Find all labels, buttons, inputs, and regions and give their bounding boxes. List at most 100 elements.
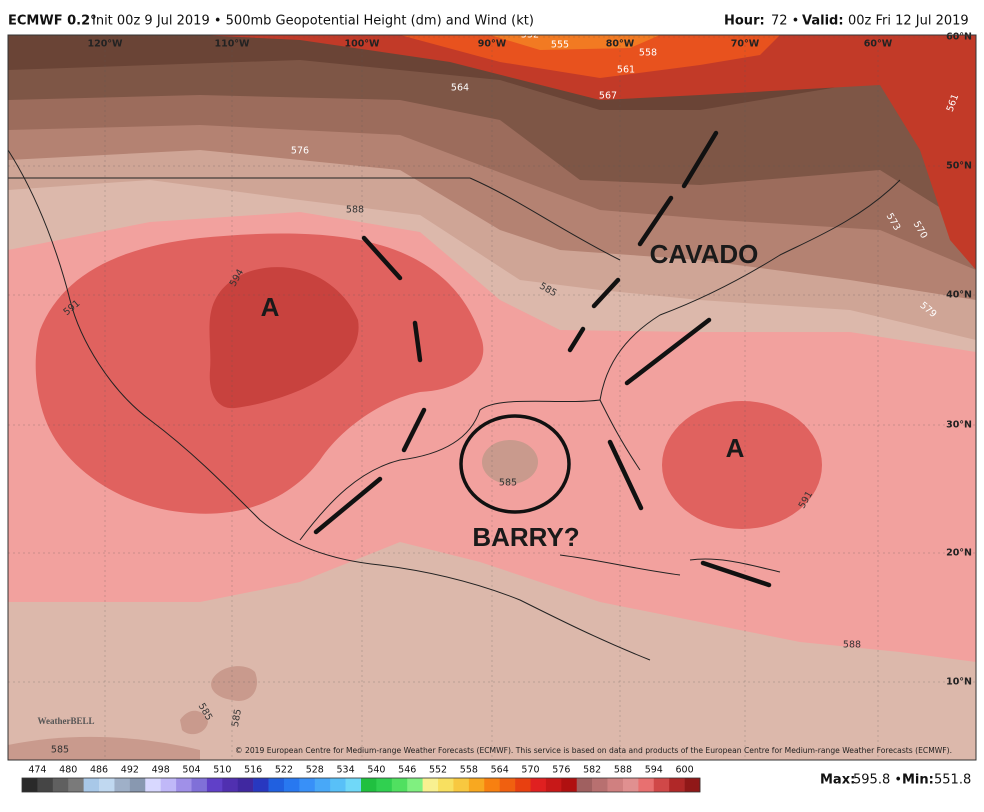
colorbar-swatch [499, 778, 516, 792]
band-558 [400, 35, 780, 78]
contour-label: 564 [451, 83, 469, 94]
colorbar-swatch [222, 778, 239, 792]
latitude-label: 30°N [946, 420, 972, 431]
colorbar-label: 498 [152, 765, 170, 776]
colorbar-label: 558 [460, 765, 478, 776]
hour: 72 • [771, 14, 799, 29]
latitude-label: 10°N [946, 677, 972, 688]
colorbar-label: 582 [583, 765, 601, 776]
copyright: © 2019 European Centre for Medium-range … [235, 746, 952, 755]
contour-label: 576 [291, 146, 309, 157]
map: 120°W 110°W 100°W 90°W 80°W 70°W 60°W 60°N 50°N 4… [7, 30, 977, 761]
colorbar-label: 528 [306, 765, 324, 776]
colorbar-swatch [484, 778, 500, 792]
colorbar-label: 576 [552, 765, 570, 776]
hour-label: Hour: [724, 14, 765, 29]
colorbar-swatch [314, 778, 331, 792]
colorbar-swatch [391, 778, 408, 792]
contour-label: 585 [230, 708, 244, 728]
latitude-label: 60°N [946, 32, 972, 43]
contour-label: 588 [346, 205, 364, 216]
description: Init 00z 9 Jul 2019 • 500mb Geopotential… [92, 14, 534, 29]
colorbar-swatch [253, 778, 269, 792]
colorbar-swatch [176, 778, 192, 792]
colorbar-swatch [592, 778, 608, 792]
colorbar-swatch [515, 778, 531, 792]
latitude-label: 50°N [946, 161, 972, 172]
colorbar-label: 588 [614, 765, 632, 776]
min-value: 551.8 [934, 773, 971, 788]
colorbar-label: 594 [645, 765, 663, 776]
gulf-coast [299, 399, 641, 541]
high-label: A [726, 433, 745, 463]
colorbar-swatch [376, 778, 393, 792]
colorbar-swatch [52, 778, 69, 792]
colorbar-swatch [545, 778, 562, 792]
colorbar-label: 522 [275, 765, 293, 776]
pacific-blob [211, 666, 258, 701]
colorbar-swatch [68, 778, 84, 792]
band-552 [490, 35, 660, 50]
trough-axis [624, 317, 712, 386]
trough-axis [681, 130, 719, 189]
max-label: Max: [820, 773, 855, 788]
colorbar-label: 492 [121, 765, 139, 776]
colorbar-swatch [453, 778, 470, 792]
colorbar-swatch [83, 778, 100, 792]
logo: WeatherBELL [37, 716, 94, 726]
ridge-axis [361, 235, 403, 281]
annotation-lines [313, 130, 772, 588]
colorbar-swatch [160, 778, 177, 792]
valid-label: Valid: [802, 14, 844, 29]
coastlines [8, 149, 901, 661]
colorbar-swatch [268, 778, 285, 792]
colorbar-swatch [99, 778, 115, 792]
high-east-591 [662, 401, 822, 529]
contour-label: 558 [639, 48, 657, 59]
ridge-axis [412, 320, 423, 363]
min-label: Min: [902, 773, 934, 788]
colorbar-swatch [361, 778, 377, 792]
colorbar: 474 480 486 492 498 504 510 516 522 528 534 540 546 5… [21, 765, 701, 793]
border [8, 177, 621, 261]
colorbar-swatch [22, 778, 38, 792]
ridge-axis [401, 407, 427, 453]
colorbar-swatch [468, 778, 485, 792]
colorbar-swatch [299, 778, 316, 792]
colorbar-swatch [607, 778, 624, 792]
contour-label: 567 [599, 91, 617, 102]
band-564 [200, 35, 976, 270]
longitude-label: 80°W [606, 39, 635, 50]
colorbar-swatch [530, 778, 547, 792]
colorbar-swatch [638, 778, 655, 792]
colorbar-label: 546 [398, 765, 416, 776]
longitude-label: 110°W [214, 39, 250, 50]
colorbar-swatch [206, 778, 223, 792]
colorbar-swatch [684, 778, 701, 792]
max-value: 595.8 • [853, 773, 902, 788]
longitude-label: 90°W [478, 39, 507, 50]
contour-label: 588 [843, 640, 861, 651]
colorbar-swatch [114, 778, 131, 792]
pacific-blob [180, 710, 208, 735]
colorbar-label: 552 [429, 765, 447, 776]
colorbar-swatch [622, 778, 639, 792]
colorbar-frame [21, 777, 701, 793]
colorbar-label: 570 [521, 765, 539, 776]
graticule: 120°W 110°W 100°W 90°W 80°W 70°W 60°W 60°N 50°N 4… [8, 32, 976, 760]
longitude-label: 100°W [344, 39, 380, 50]
model-name: ECMWF 0.2° [8, 14, 97, 29]
longitude-label: 60°W [864, 39, 893, 50]
colorbar-label: 504 [182, 765, 200, 776]
colorbar-swatch [129, 778, 146, 792]
colorbar-swatch [237, 778, 254, 792]
colorbar-swatch [407, 778, 423, 792]
colorbar-label: 540 [367, 765, 385, 776]
longitude-label: 70°W [731, 39, 760, 50]
colorbar-swatch [330, 778, 346, 792]
valid-time: 00z Fri 12 Jul 2019 [848, 14, 969, 29]
colorbar-label: 486 [90, 765, 108, 776]
map-frame [7, 34, 977, 761]
trough-axis [637, 195, 674, 247]
colorbar-label: 564 [491, 765, 509, 776]
